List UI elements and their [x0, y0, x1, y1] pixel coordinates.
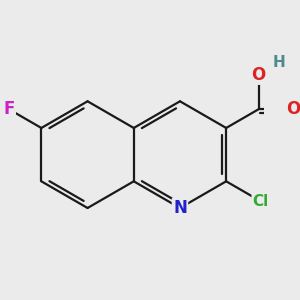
Text: N: N — [173, 199, 187, 217]
Text: O: O — [251, 66, 266, 84]
Text: O: O — [286, 100, 300, 118]
Text: H: H — [273, 55, 286, 70]
Text: F: F — [3, 100, 15, 118]
Text: Cl: Cl — [253, 194, 269, 209]
